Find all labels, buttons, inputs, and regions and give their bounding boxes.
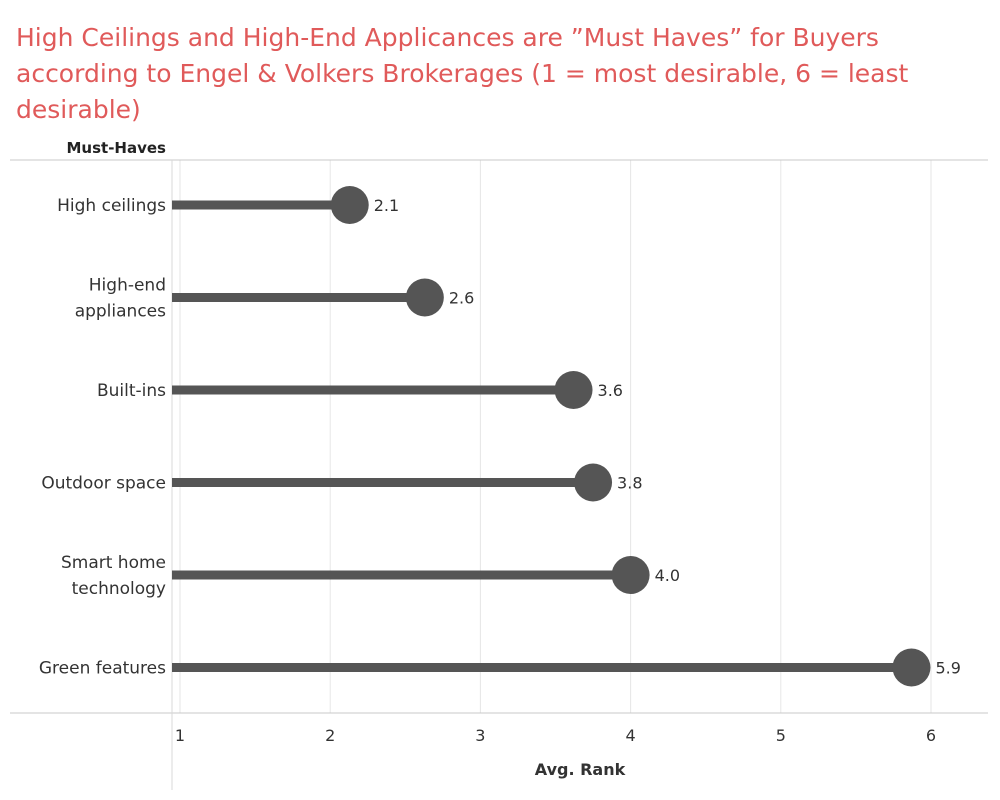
lollipop-dot [405,278,444,317]
chart-frame [10,159,988,790]
x-axis-ticks: 1 2 3 4 5 6 [175,726,936,745]
grid-layer [179,160,932,713]
row-label-line: appliances [75,302,166,322]
row-label-line: High-end [89,276,166,296]
x-tick-label: 3 [475,726,485,745]
row-label: High ceilings [57,196,166,216]
row-label: Smart home technology [61,553,166,599]
value-label: 2.1 [374,196,399,215]
row-label-line: Smart home [61,553,166,573]
x-tick-label: 6 [926,726,936,745]
row-label-line: High ceilings [57,196,166,216]
x-tick-label: 2 [325,726,335,745]
row-label-line: Built-ins [97,381,166,401]
row-labels: High ceilings High-end appliances Built-ins… [39,196,166,679]
row-label: Built-ins [97,381,166,401]
row-label: Green features [39,659,166,679]
lollipop-dot [574,463,613,502]
chart-title: High Ceilings and High-End Applicances a… [16,23,909,124]
marks-layer: 2.1 2.6 3.6 3.8 4.0 5.9 [172,186,961,687]
row-label-line: Outdoor space [41,474,166,494]
x-axis-title: Avg. Rank [535,760,626,779]
lollipop-dot [892,648,931,687]
row-label-line: Green features [39,659,166,679]
row-header-label: Must-Haves [67,139,167,157]
value-label: 4.0 [655,566,680,585]
value-label: 3.6 [598,381,623,400]
x-tick-label: 5 [776,726,786,745]
row-label: High-end appliances [75,276,166,322]
lollipop-dot [330,186,369,224]
value-label: 3.8 [617,474,642,493]
value-label: 5.9 [935,659,960,678]
row-label: Outdoor space [41,474,166,494]
row-label-line: technology [72,579,166,599]
x-tick-label: 1 [175,726,185,745]
x-tick-label: 4 [626,726,636,745]
lollipop-dot [554,371,593,409]
lollipop-dot [611,556,650,594]
value-label: 2.6 [449,289,474,308]
